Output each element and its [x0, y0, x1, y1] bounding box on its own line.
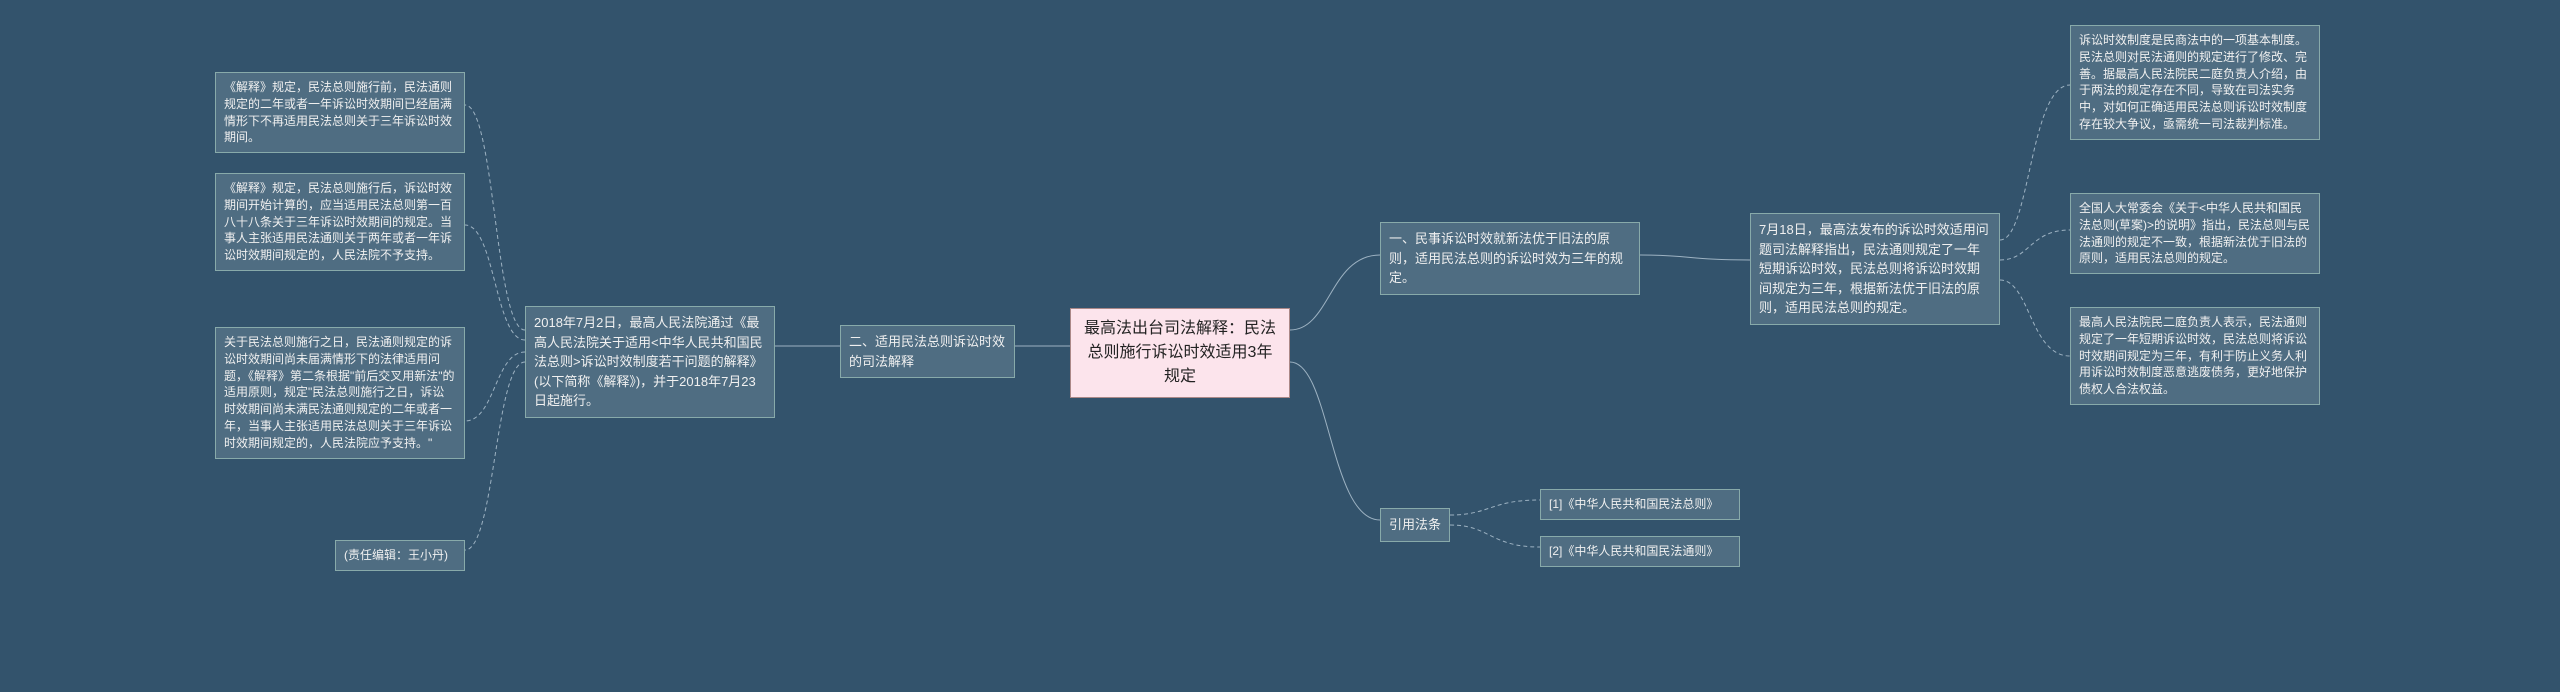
branch-sec1-label: 一、民事诉讼时效就新法优于旧法的原则，适用民法总则的诉讼时效为三年的规定。	[1389, 229, 1631, 288]
leaf-sec2-g3-label: 关于民法总则施行之日，民法通则规定的诉讼时效期间尚未届满情形下的法律适用问题，《…	[224, 334, 456, 452]
branch-sec1-c1: 7月18日，最高法发布的诉讼时效适用问题司法解释指出，民法通则规定了一年短期诉讼…	[1750, 213, 2000, 325]
leaf-sec2-g2-label: 《解释》规定，民法总则施行后，诉讼时效期间开始计算的，应当适用民法总则第一百八十…	[224, 180, 456, 264]
leaf-sec1-g2: 全国人大常委会《关于<中华人民共和国民法总则(草案)>的说明》指出，民法总则与民…	[2070, 193, 2320, 274]
leaf-refs-c1: [1]《中华人民共和国民法总则》	[1540, 489, 1740, 520]
leaf-sec2-g4-label: (责任编辑：王小丹)	[344, 547, 448, 564]
leaf-refs-c2: [2]《中华人民共和国民法通则》	[1540, 536, 1740, 567]
leaf-sec1-g3: 最高人民法院民二庭负责人表示，民法通则规定了一年短期诉讼时效，民法总则将诉讼时效…	[2070, 307, 2320, 405]
branch-sec2: 二、适用民法总则诉讼时效的司法解释	[840, 325, 1015, 378]
leaf-sec1-g3-label: 最高人民法院民二庭负责人表示，民法通则规定了一年短期诉讼时效，民法总则将诉讼时效…	[2079, 314, 2311, 398]
branch-sec2-c1-label: 2018年7月2日，最高人民法院通过《最高人民法院关于适用<中华人民共和国民法总…	[534, 313, 766, 411]
leaf-sec2-g4: (责任编辑：王小丹)	[335, 540, 465, 571]
branch-sec1: 一、民事诉讼时效就新法优于旧法的原则，适用民法总则的诉讼时效为三年的规定。	[1380, 222, 1640, 295]
branch-refs: 引用法条	[1380, 508, 1450, 542]
leaf-sec2-g1: 《解释》规定，民法总则施行前，民法通则规定的二年或者一年诉讼时效期间已经届满情形…	[215, 72, 465, 153]
branch-refs-label: 引用法条	[1389, 515, 1441, 535]
branch-sec2-c1: 2018年7月2日，最高人民法院通过《最高人民法院关于适用<中华人民共和国民法总…	[525, 306, 775, 418]
branch-sec2-label: 二、适用民法总则诉讼时效的司法解释	[849, 332, 1006, 371]
leaf-refs-c2-label: [2]《中华人民共和国民法通则》	[1549, 543, 1718, 560]
leaf-sec1-g1: 诉讼时效制度是民商法中的一项基本制度。民法总则对民法通则的规定进行了修改、完善。…	[2070, 25, 2320, 140]
leaf-sec2-g1-label: 《解释》规定，民法总则施行前，民法通则规定的二年或者一年诉讼时效期间已经届满情形…	[224, 79, 456, 146]
leaf-sec1-g2-label: 全国人大常委会《关于<中华人民共和国民法总则(草案)>的说明》指出，民法总则与民…	[2079, 200, 2311, 267]
leaf-sec2-g2: 《解释》规定，民法总则施行后，诉讼时效期间开始计算的，应当适用民法总则第一百八十…	[215, 173, 465, 271]
leaf-sec2-g3: 关于民法总则施行之日，民法通则规定的诉讼时效期间尚未届满情形下的法律适用问题，《…	[215, 327, 465, 459]
leaf-refs-c1-label: [1]《中华人民共和国民法总则》	[1549, 496, 1718, 513]
leaf-sec1-g1-label: 诉讼时效制度是民商法中的一项基本制度。民法总则对民法通则的规定进行了修改、完善。…	[2079, 32, 2311, 133]
root-label: 最高法出台司法解释：民法总则施行诉讼时效适用3年规定	[1081, 317, 1279, 389]
root-node: 最高法出台司法解释：民法总则施行诉讼时效适用3年规定	[1070, 308, 1290, 398]
branch-sec1-c1-label: 7月18日，最高法发布的诉讼时效适用问题司法解释指出，民法通则规定了一年短期诉讼…	[1759, 220, 1991, 318]
